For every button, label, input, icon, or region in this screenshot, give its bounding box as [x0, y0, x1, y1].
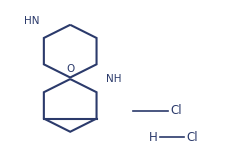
Text: Cl: Cl [171, 104, 183, 117]
Text: H: H [149, 131, 158, 144]
Text: Cl: Cl [186, 131, 198, 144]
Text: O: O [66, 64, 74, 74]
Text: HN: HN [24, 16, 40, 26]
Text: NH: NH [106, 74, 122, 84]
